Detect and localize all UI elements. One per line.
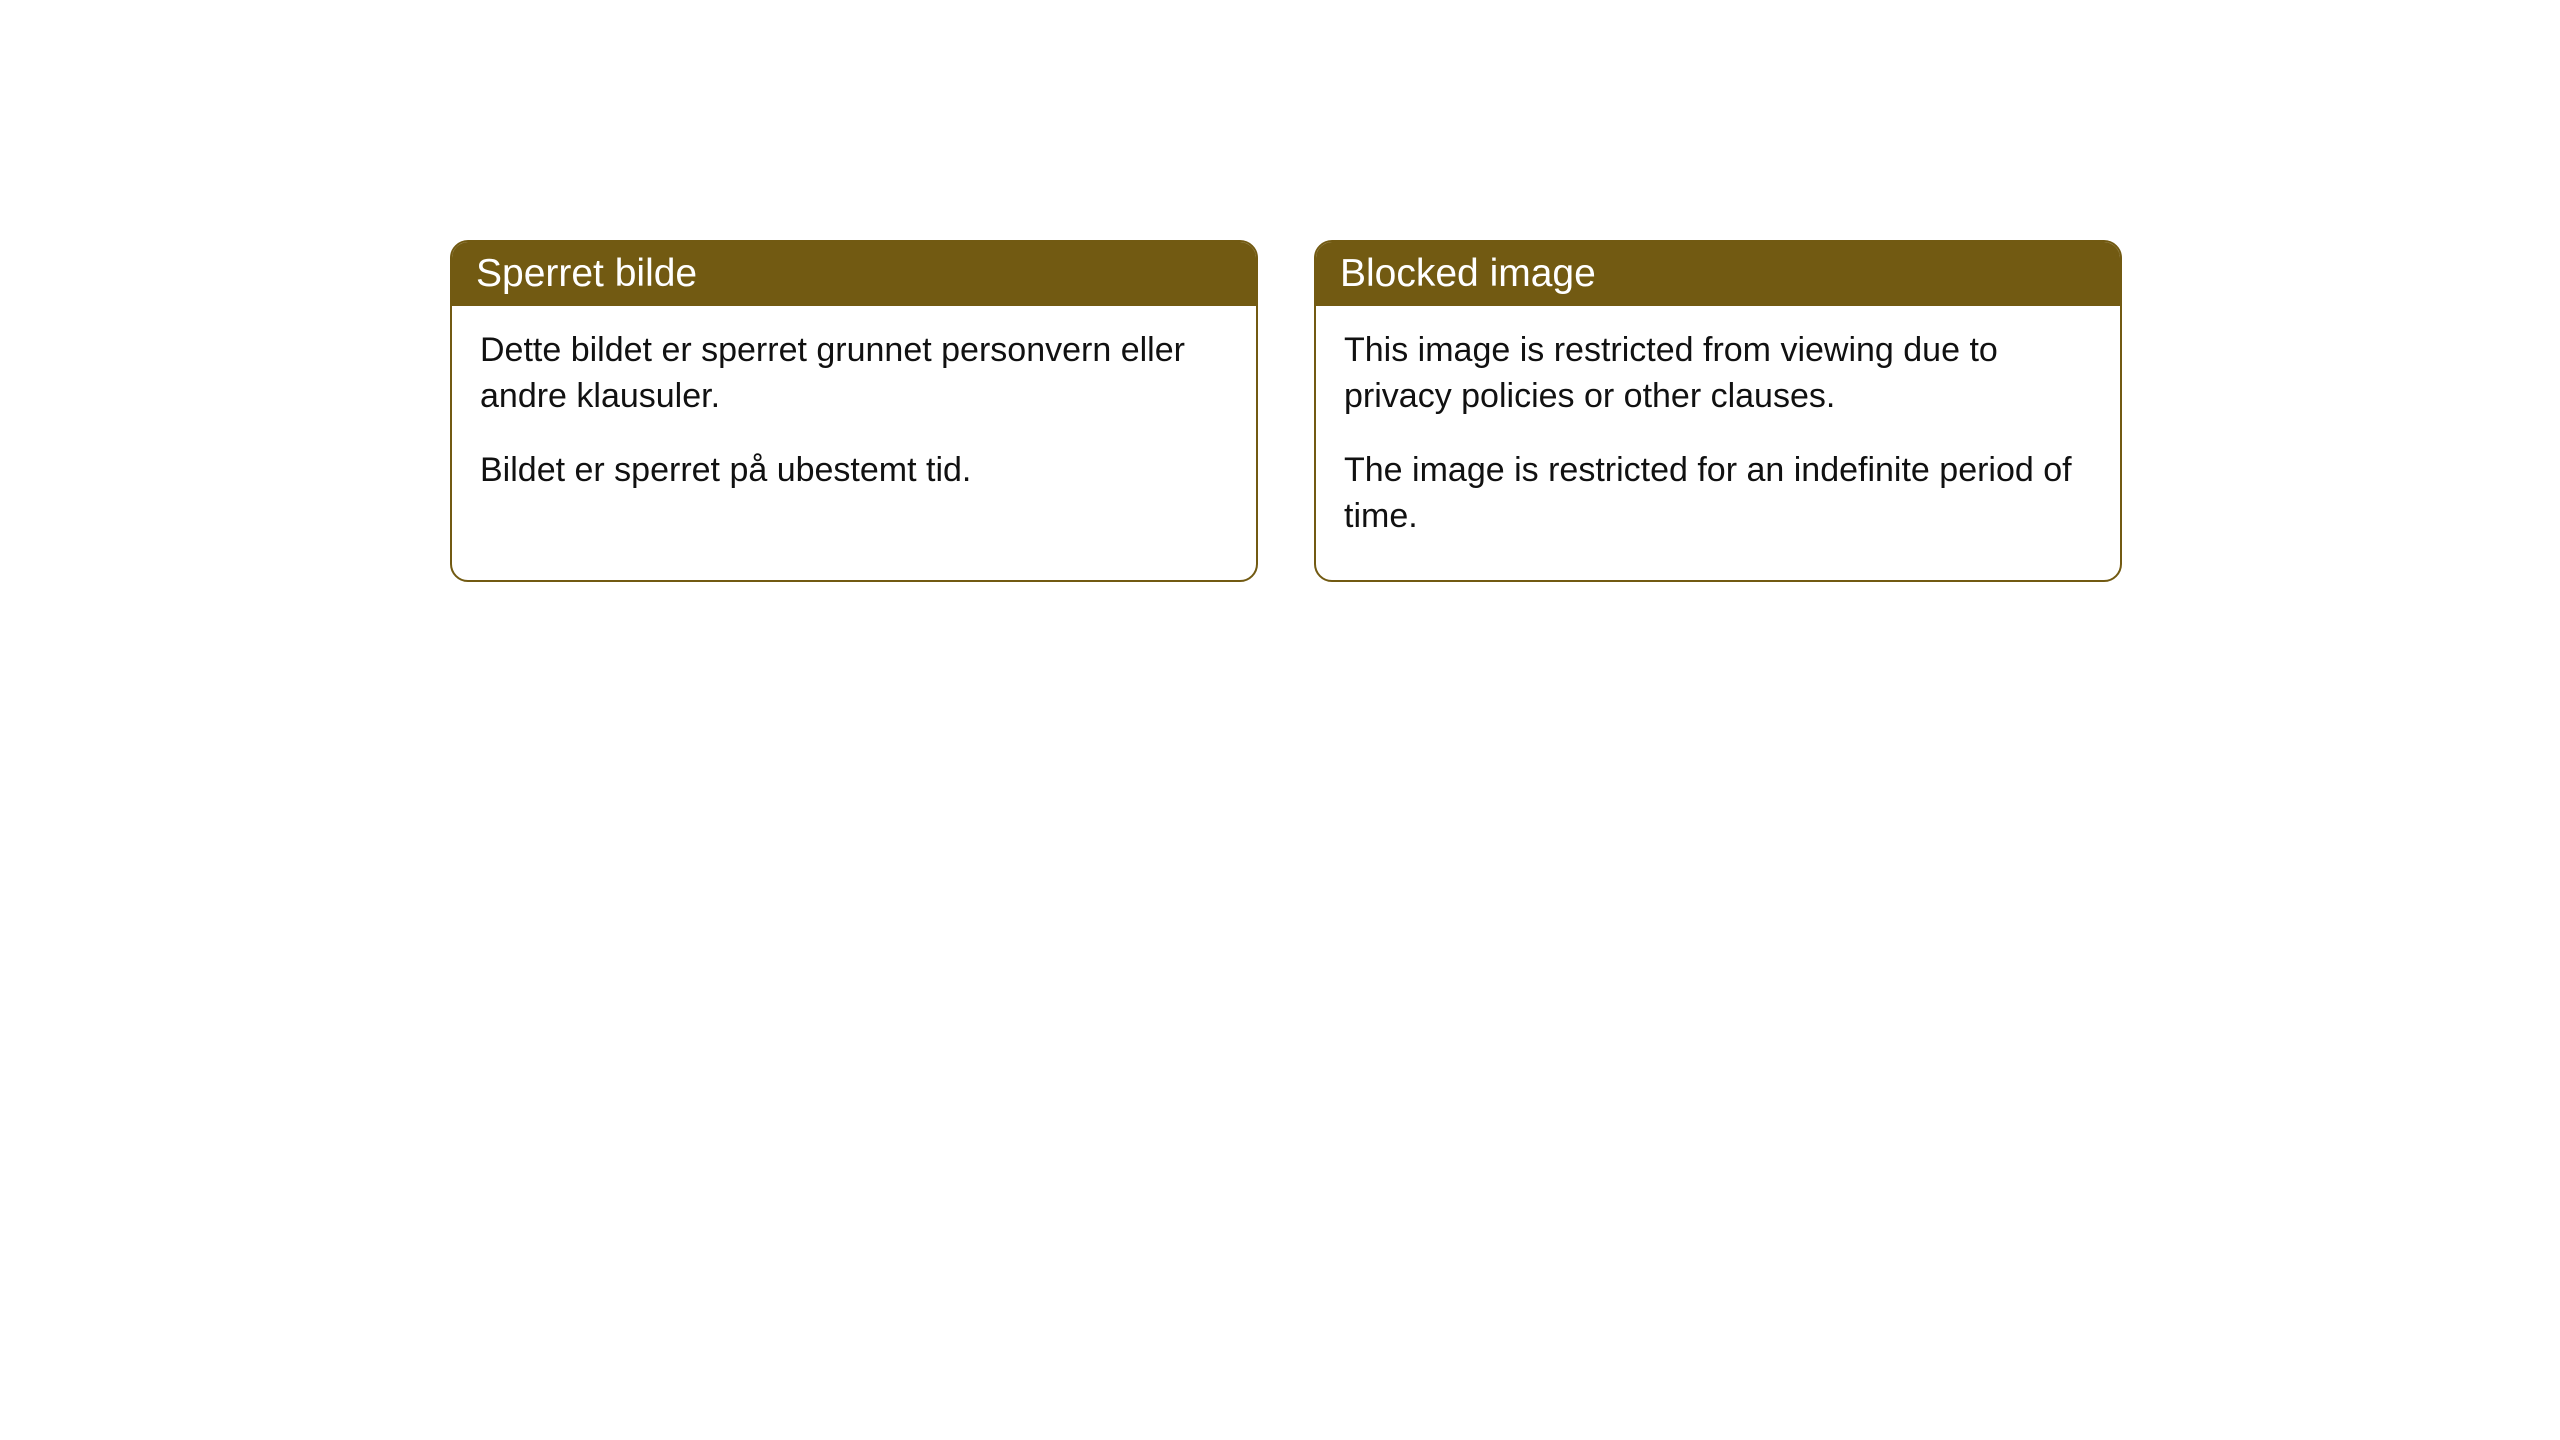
card-paragraph-1-english: This image is restricted from viewing du…	[1344, 328, 2092, 420]
card-paragraph-2-english: The image is restricted for an indefinit…	[1344, 448, 2092, 540]
cards-container: Sperret bilde Dette bildet er sperret gr…	[450, 240, 2122, 582]
card-norwegian: Sperret bilde Dette bildet er sperret gr…	[450, 240, 1258, 582]
card-body-norwegian: Dette bildet er sperret grunnet personve…	[452, 306, 1256, 534]
card-header-norwegian: Sperret bilde	[452, 242, 1256, 306]
card-body-english: This image is restricted from viewing du…	[1316, 306, 2120, 580]
card-header-english: Blocked image	[1316, 242, 2120, 306]
card-paragraph-2-norwegian: Bildet er sperret på ubestemt tid.	[480, 448, 1228, 494]
card-paragraph-1-norwegian: Dette bildet er sperret grunnet personve…	[480, 328, 1228, 420]
card-english: Blocked image This image is restricted f…	[1314, 240, 2122, 582]
